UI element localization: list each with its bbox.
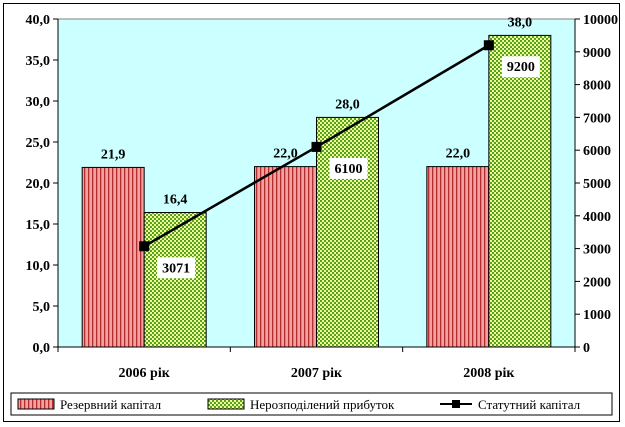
y-right-tick-label: 0 <box>583 341 590 356</box>
bar-reserve-capital <box>81 166 145 348</box>
line-point-marker <box>483 40 494 51</box>
line-point-marker <box>311 141 322 152</box>
legend-label: Статутний капітал <box>478 397 581 412</box>
legend-swatch <box>207 398 245 410</box>
y-left-tick-label: 10,0 <box>26 259 51 274</box>
y-left-tick-label: 15,0 <box>26 218 51 233</box>
line-label-box <box>157 257 196 279</box>
bar-data-label: 22,0 <box>273 147 298 162</box>
y-right-tick-label: 9000 <box>583 46 611 61</box>
bar-data-label: 21,9 <box>101 147 126 162</box>
chart-marks: 21,9 22,0 22,0 16,4 28,0 38,0 3071 6100 9200 <box>81 15 552 348</box>
legend-box <box>10 392 613 416</box>
y-left-tick-label: 5,0 <box>33 300 51 315</box>
line-point-marker <box>139 241 150 252</box>
x-tick-label: 2006 рік <box>119 366 171 381</box>
legend-label: Резервний капітал <box>60 397 162 412</box>
y-left-tick-label: 40,0 <box>26 13 51 28</box>
y-right-tick-label: 6000 <box>583 144 611 159</box>
bar-data-label: 22,0 <box>446 147 471 162</box>
legend: Резервний капітал Нерозподілений прибуток… <box>10 392 613 416</box>
line-data-label: 9200 <box>507 60 535 75</box>
y-right-tick-label: 8000 <box>583 79 611 94</box>
axes: 0,0 5,0 10,0 15,0 20,0 25,0 30,0 35,0 40,0 0 1000 2… <box>26 13 619 381</box>
y-right-tick-label: 4000 <box>583 210 611 225</box>
x-tick-label: 2007 рік <box>291 366 343 381</box>
bar-retained-earnings <box>488 34 552 348</box>
line-data-label: 6100 <box>335 162 363 177</box>
y-left-tick-label: 25,0 <box>26 136 51 151</box>
y-right-tick-label: 10000 <box>583 13 618 28</box>
bar-reserve-capital <box>426 166 490 348</box>
bar-data-label: 28,0 <box>335 97 360 112</box>
y-right-tick-label: 2000 <box>583 275 611 290</box>
bar-reserve-capital <box>254 166 317 348</box>
legend-swatch <box>17 398 55 410</box>
legend-marker <box>452 400 460 408</box>
y-right-tick-label: 7000 <box>583 111 611 126</box>
y-left-tick-label: 20,0 <box>26 177 51 192</box>
x-tick-label: 2008 рік <box>463 366 515 381</box>
line-label-box <box>501 56 540 78</box>
y-left-tick-label: 35,0 <box>26 54 51 69</box>
y-left-tick-label: 30,0 <box>26 95 51 110</box>
y-left-tick-label: 0,0 <box>33 341 51 356</box>
line-data-label: 3071 <box>162 261 190 276</box>
bar-retained-earnings <box>143 212 207 348</box>
bar-data-label: 16,4 <box>163 193 188 208</box>
bar-data-label: 38,0 <box>508 15 533 30</box>
bar-retained-earnings <box>316 116 379 348</box>
y-right-tick-label: 3000 <box>583 243 611 258</box>
y-right-tick-label: 5000 <box>583 177 611 192</box>
legend-label: Нерозподілений прибуток <box>250 397 395 412</box>
y-right-tick-label: 1000 <box>583 308 611 323</box>
line-label-box <box>329 157 368 179</box>
